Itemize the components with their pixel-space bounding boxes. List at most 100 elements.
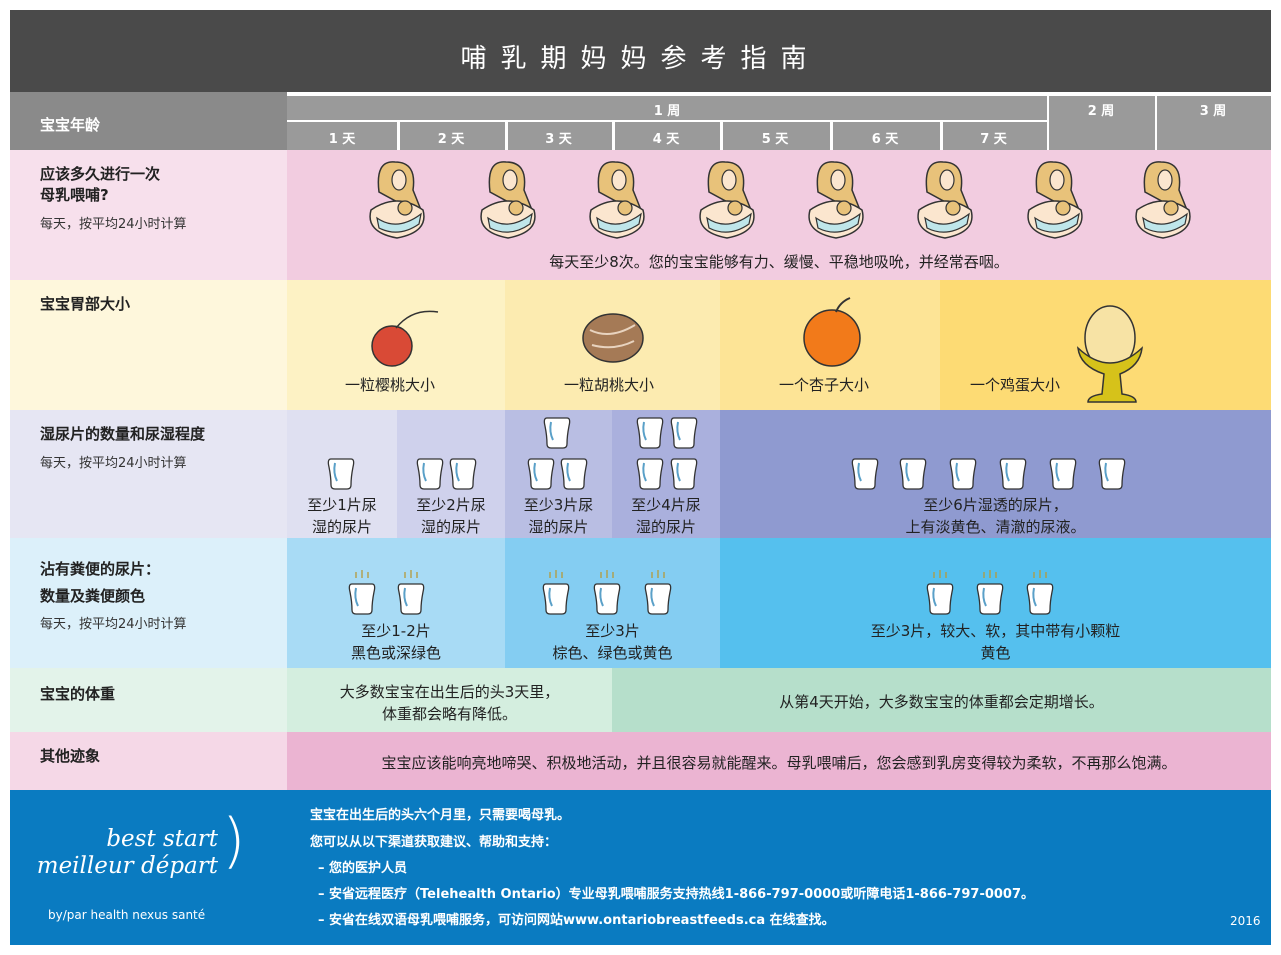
diaper	[670, 458, 698, 490]
diaper	[449, 458, 477, 490]
divider	[720, 122, 723, 150]
row-bg	[612, 668, 1271, 732]
walnut	[582, 313, 644, 363]
mother-face	[611, 169, 627, 191]
day-label: 2 天	[437, 132, 465, 147]
diaper-fold	[403, 587, 408, 607]
baby-head	[508, 200, 524, 216]
row-label-bg	[10, 150, 287, 280]
footer-line: – 安省在线双语母乳喂哺服务，可访问网站www.ontariobreastfee…	[318, 913, 835, 928]
cell-text: 至少1片尿 湿的尿片	[307, 496, 377, 536]
cell-text: 一个鸡蛋大小	[969, 376, 1060, 394]
footer-line: – 安省远程医疗（Telehealth Ontario）专业母乳喂哺服务支持热线…	[318, 887, 1035, 902]
diaper-fold	[650, 587, 655, 607]
title-bar	[10, 10, 1271, 92]
diaper-fold	[642, 462, 647, 482]
stool-lines	[355, 570, 369, 578]
diaper	[348, 583, 376, 615]
stool-lines	[651, 570, 665, 578]
cell-text: 从第4天开始，大多数宝宝的体重都会定期增长。	[779, 693, 1104, 711]
row-label-bg	[10, 538, 287, 668]
day-label: 1 天	[328, 132, 356, 147]
row-label: 宝宝胃部大小	[40, 295, 131, 313]
diaper-fold	[857, 462, 862, 482]
footer-bg	[10, 790, 1271, 945]
diaper	[1049, 458, 1077, 490]
stool-lines	[404, 570, 418, 578]
baby-head	[617, 200, 633, 216]
stool-lines	[933, 570, 947, 578]
divider	[287, 92, 1281, 96]
mother-face	[502, 169, 518, 191]
row-sub: 每天，按平均24小时计算	[40, 456, 187, 471]
logo-line: meilleur départ	[36, 853, 218, 879]
divider	[397, 122, 400, 150]
cell-text: 每天至少8次。您的宝宝能够有力、缓慢、平稳地吸吮，并经常吞咽。	[549, 253, 1009, 271]
diaper-fold	[982, 587, 987, 607]
diaper	[543, 417, 571, 449]
walnut-lines	[589, 324, 636, 349]
age-label: 宝宝年龄	[40, 116, 101, 134]
footer-line: 宝宝在出生后的头六个月里，只需要喝母乳。	[310, 808, 571, 823]
baby-blanket	[1034, 212, 1080, 233]
year: 2016	[1230, 914, 1261, 928]
divider	[287, 120, 1047, 122]
row-bg	[287, 732, 1271, 790]
baby-blanket	[1142, 212, 1188, 233]
week-label: 1 周	[653, 104, 681, 119]
mother-face	[939, 169, 955, 191]
stool-lines	[549, 570, 563, 578]
egg-cup	[1077, 346, 1143, 403]
baby-head	[945, 200, 961, 216]
stool-lines	[983, 570, 997, 578]
logo-line: best start	[106, 826, 218, 852]
cell-text: 至少3片尿 湿的尿片	[523, 496, 594, 536]
row-sub: 每天，按平均24小时计算	[40, 617, 187, 632]
week-label: 2 周	[1087, 104, 1115, 119]
mother-face	[721, 169, 737, 191]
diaper	[899, 458, 927, 490]
diaper-fold	[599, 587, 604, 607]
row-label-bg	[10, 668, 287, 732]
diaper	[327, 458, 355, 490]
diaper	[926, 583, 954, 615]
diaper	[397, 583, 425, 615]
diaper	[851, 458, 879, 490]
baby-blanket	[815, 212, 861, 233]
diaper	[636, 417, 664, 449]
stool-lines	[600, 570, 614, 578]
baby-head	[1163, 200, 1179, 216]
row-label-bg	[10, 410, 287, 538]
diaper	[636, 458, 664, 490]
cell-text: 至少3片 棕色、绿色或黄色	[552, 622, 673, 662]
row-label: 沾有粪便的尿片： 数量及粪便颜色	[40, 560, 161, 605]
row-label: 其他迹象	[40, 747, 101, 765]
diaper-fold	[1005, 462, 1010, 482]
diaper	[949, 458, 977, 490]
diaper	[560, 458, 588, 490]
diaper	[593, 583, 621, 615]
footer-line: 您可以从以下渠道获取建议、帮助和支持：	[310, 835, 558, 850]
diaper-fold	[333, 462, 338, 482]
diaper-fold	[422, 462, 427, 482]
baby-head	[727, 200, 743, 216]
diaper-fold	[1055, 462, 1060, 482]
logo-bracket: )	[222, 806, 246, 876]
logo-by: by/par health nexus santé	[48, 908, 206, 922]
divider	[1155, 92, 1157, 150]
row-bg	[397, 410, 505, 538]
divider	[612, 122, 615, 150]
baby-blanket	[487, 212, 533, 233]
baby-head	[836, 200, 852, 216]
stool-lines	[1033, 570, 1047, 578]
cell-text: 一粒胡桃大小	[563, 376, 654, 394]
cell-text: 至少3片，较大、软，其中带有小颗粒 黄色	[870, 622, 1121, 662]
row-bg	[612, 410, 720, 538]
header-left	[10, 92, 287, 150]
row-bg	[287, 538, 505, 668]
cell-text: 至少1-2片 黑色或深绿色	[350, 622, 441, 662]
diaper-fold	[932, 587, 937, 607]
diaper-fold	[549, 421, 554, 441]
apricot-stem	[835, 297, 851, 313]
